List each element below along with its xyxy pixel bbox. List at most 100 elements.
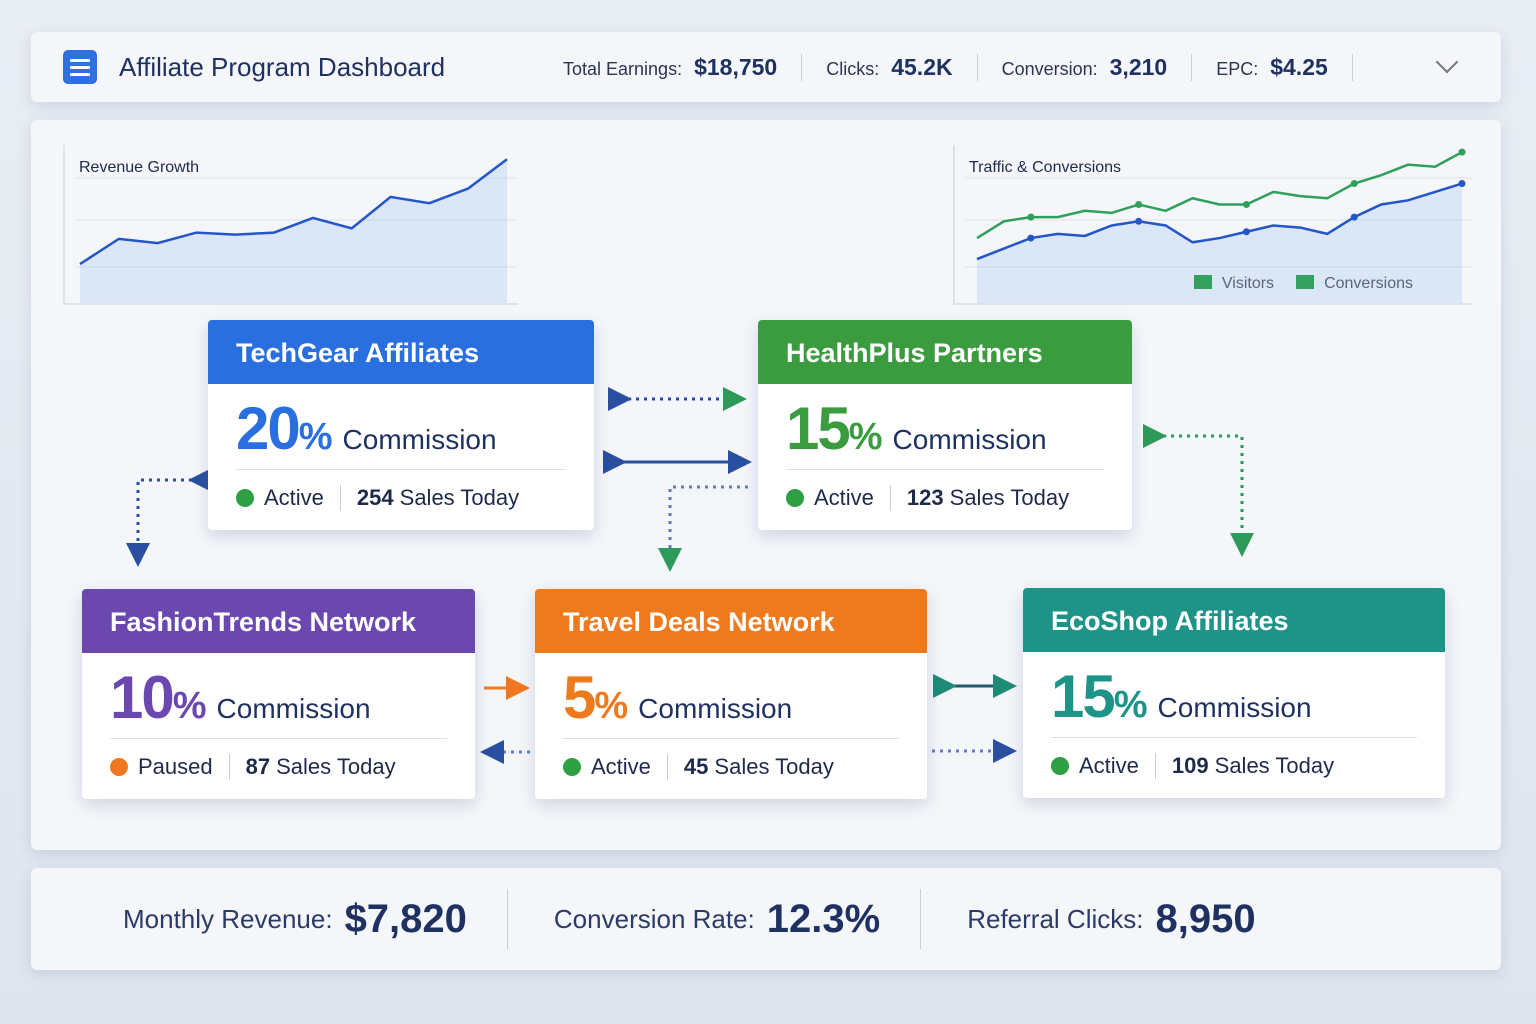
commission-rate: 15 bbox=[1051, 663, 1116, 730]
conversion-rate: Conversion Rate: 12.3% bbox=[554, 889, 922, 949]
status-badge: Active bbox=[591, 754, 651, 779]
card-title: FashionTrends Network bbox=[82, 589, 475, 653]
commission: 20 % Commission bbox=[236, 384, 566, 470]
data-point bbox=[1242, 201, 1250, 209]
data-point bbox=[1458, 148, 1466, 156]
stat-value: 3,210 bbox=[1109, 53, 1168, 80]
summary-label: Monthly Revenue: bbox=[123, 903, 333, 934]
commission-label: Commission bbox=[216, 693, 371, 724]
legend-visitors: Visitors bbox=[1193, 275, 1275, 293]
card-status-row: Active 254 Sales Today bbox=[236, 470, 566, 526]
series-area bbox=[80, 159, 507, 303]
commission-label: Commission bbox=[1157, 692, 1312, 723]
status-dot-icon bbox=[563, 758, 581, 776]
data-point bbox=[1135, 217, 1143, 225]
sales-count: 109 bbox=[1171, 753, 1209, 778]
stat-label: Total Earnings: bbox=[563, 58, 683, 79]
stat-label: Clicks: bbox=[826, 58, 880, 79]
commission-label: Commission bbox=[892, 424, 1047, 455]
data-point bbox=[1350, 180, 1358, 188]
stat-epc: EPC: $4.25 bbox=[1192, 53, 1353, 81]
data-point bbox=[1458, 180, 1466, 188]
revenue-growth-chart: Revenue Growth bbox=[63, 145, 518, 305]
card-title: HealthPlus Partners bbox=[758, 320, 1132, 384]
sales-label: Sales Today bbox=[949, 485, 1070, 510]
series-area bbox=[977, 183, 1462, 303]
commission-rate: 20 bbox=[236, 395, 301, 462]
percent-sign: % bbox=[298, 416, 333, 458]
card-title: Travel Deals Network bbox=[535, 589, 927, 653]
percent-sign: % bbox=[848, 416, 883, 458]
affiliate-card[interactable]: FashionTrends Network 10 % Commission Pa… bbox=[82, 589, 475, 799]
card-status-row: Active 123 Sales Today bbox=[786, 470, 1104, 526]
card-status-row: Active 45 Sales Today bbox=[563, 739, 899, 795]
sales-label: Sales Today bbox=[1214, 753, 1335, 778]
monthly-revenue: Monthly Revenue: $7,820 bbox=[123, 889, 508, 949]
stat-label: EPC: bbox=[1216, 58, 1259, 79]
traffic-conversions-chart: Traffic & Conversions Visitors Conversio… bbox=[953, 145, 1473, 305]
status-badge: Paused bbox=[138, 754, 213, 779]
affiliate-card[interactable]: HealthPlus Partners 15 % Commission Acti… bbox=[758, 320, 1132, 530]
affiliate-card[interactable]: EcoShop Affiliates 15 % Commission Activ… bbox=[1023, 588, 1445, 798]
commission-rate: 5 bbox=[563, 664, 596, 731]
commission-rate: 15 bbox=[786, 395, 851, 462]
series-line bbox=[976, 150, 1463, 240]
card-title: TechGear Affiliates bbox=[208, 320, 594, 384]
card-status-row: Paused 87 Sales Today bbox=[110, 739, 447, 795]
sales-label: Sales Today bbox=[399, 485, 520, 510]
stat-value: $4.25 bbox=[1270, 53, 1328, 80]
status-dot-icon bbox=[236, 489, 254, 507]
stat-value: 45.2K bbox=[891, 53, 953, 80]
summary-value: $7,820 bbox=[344, 896, 467, 941]
referral-clicks: Referral Clicks: 8,950 bbox=[967, 889, 1295, 949]
series-line bbox=[976, 182, 1463, 261]
chart-legend: Visitors Conversions bbox=[1193, 275, 1413, 293]
legend-conversions: Conversions bbox=[1296, 275, 1413, 293]
affiliate-card[interactable]: TechGear Affiliates 20 % Commission Acti… bbox=[208, 320, 594, 530]
status-badge: Active bbox=[1079, 753, 1139, 778]
stat-value: $18,750 bbox=[694, 53, 778, 80]
data-point bbox=[1135, 201, 1143, 209]
chart-title: Traffic & Conversions bbox=[969, 159, 1122, 176]
footer-summary: Monthly Revenue: $7,820 Conversion Rate: 1… bbox=[31, 868, 1501, 970]
sales-label: Sales Today bbox=[714, 754, 834, 779]
commission: 15 % Commission bbox=[1051, 652, 1417, 738]
percent-sign: % bbox=[594, 685, 629, 727]
status-badge: Active bbox=[264, 485, 324, 510]
commission: 5 % Commission bbox=[563, 653, 899, 739]
data-point bbox=[1242, 228, 1250, 236]
stat-conversion: Conversion: 3,210 bbox=[978, 53, 1193, 81]
status-dot-icon bbox=[110, 758, 128, 776]
status-dot-icon bbox=[1051, 757, 1069, 775]
card-status-row: Active 109 Sales Today bbox=[1051, 738, 1417, 794]
chart-title: Revenue Growth bbox=[79, 159, 200, 176]
page-title: Affiliate Program Dashboard bbox=[119, 51, 446, 82]
summary-value: 12.3% bbox=[766, 896, 881, 941]
sales-count: 254 bbox=[356, 485, 394, 510]
commission-label: Commission bbox=[638, 693, 793, 724]
commission-label: Commission bbox=[342, 424, 497, 455]
data-point bbox=[1350, 213, 1358, 221]
percent-sign: % bbox=[1113, 684, 1148, 726]
percent-sign: % bbox=[172, 685, 207, 727]
legend-label: Conversions bbox=[1324, 275, 1413, 292]
sales-count: 87 bbox=[245, 754, 271, 779]
sales-label: Sales Today bbox=[276, 754, 396, 779]
legend-label: Visitors bbox=[1221, 275, 1275, 292]
commission-rate: 10 bbox=[110, 664, 175, 731]
data-point bbox=[1027, 234, 1035, 242]
card-title: EcoShop Affiliates bbox=[1023, 588, 1445, 652]
stat-clicks: Clicks: 45.2K bbox=[802, 53, 978, 81]
stat-total-earnings: Total Earnings: $18,750 bbox=[539, 53, 803, 81]
status-badge: Active bbox=[814, 485, 874, 510]
sales-count: 45 bbox=[683, 754, 709, 779]
summary-value: 8,950 bbox=[1155, 896, 1256, 941]
stat-label: Conversion: bbox=[1001, 58, 1098, 79]
summary-label: Referral Clicks: bbox=[967, 903, 1144, 934]
series-line bbox=[79, 158, 508, 266]
status-dot-icon bbox=[786, 489, 804, 507]
commission: 10 % Commission bbox=[110, 653, 447, 739]
affiliate-card[interactable]: Travel Deals Network 5 % Commission Acti… bbox=[535, 589, 927, 799]
sales-count: 123 bbox=[906, 485, 944, 510]
